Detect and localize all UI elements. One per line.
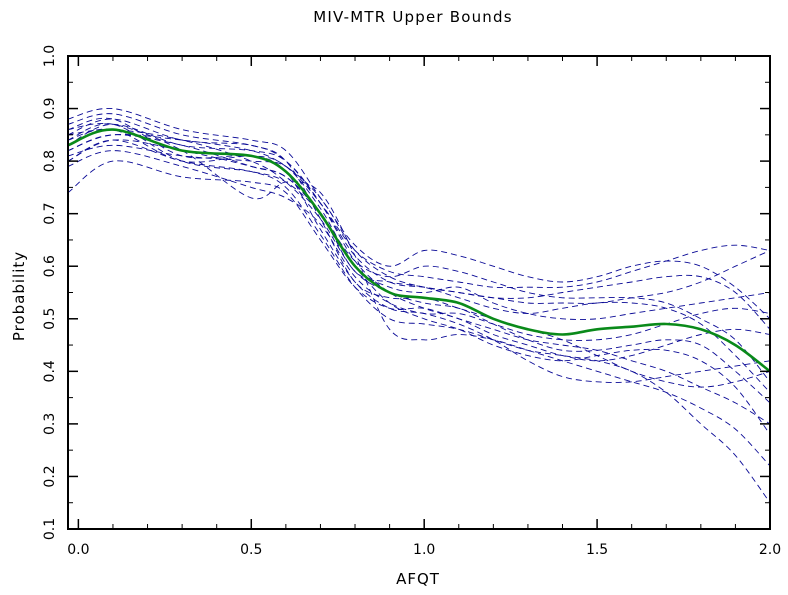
x-axis-label: AFQT <box>396 570 440 588</box>
x-tick-label: 1.5 <box>586 542 608 558</box>
y-tick-label: 0.1 <box>42 518 58 540</box>
chart-title: MIV-MTR Upper Bounds <box>313 8 512 26</box>
series-layer <box>67 108 771 503</box>
y-tick-label: 0.7 <box>42 203 58 225</box>
y-tick-label: 0.4 <box>42 360 58 382</box>
bootstrap-line-8 <box>67 150 771 341</box>
y-tick-label: 1.0 <box>42 45 58 67</box>
y-tick-label: 0.8 <box>42 150 58 172</box>
bootstrap-line-15 <box>67 133 771 330</box>
bootstrap-line-12 <box>67 123 771 362</box>
y-tick-label: 0.2 <box>42 465 58 487</box>
x-tick-label: 2.0 <box>759 542 781 558</box>
bootstrap-line-9 <box>67 113 771 388</box>
bootstrap-line-16 <box>67 123 771 435</box>
y-tick-label: 0.6 <box>42 255 58 277</box>
bootstrap-line-13 <box>67 139 771 393</box>
y-tick-label: 0.9 <box>42 97 58 119</box>
bootstrap-line-5 <box>67 123 771 467</box>
x-tick-label: 0.0 <box>67 542 89 558</box>
x-tick-label: 1.0 <box>413 542 435 558</box>
y-axis-label: Probability <box>10 251 28 341</box>
bootstrap-line-3 <box>67 108 771 320</box>
y-tick-label: 0.5 <box>42 308 58 330</box>
bootstrap-line-14 <box>67 117 771 383</box>
x-tick-label: 0.5 <box>240 542 262 558</box>
x-axis: 0.0 0.5 1.0 1.5 2.0 <box>67 56 781 558</box>
main-estimate-line <box>67 128 771 373</box>
bootstrap-line-10 <box>67 144 771 289</box>
bootstrap-line-7 <box>67 128 771 320</box>
y-tick-label: 0.3 <box>42 413 58 435</box>
y-axis: 0.1 0.2 0.3 0.4 0.5 0.6 0.7 0.8 0.9 1.0 <box>42 45 770 540</box>
bootstrap-line-11 <box>67 129 771 404</box>
bootstrap-line-6 <box>67 134 771 383</box>
bootstrap-line-2 <box>67 139 771 503</box>
